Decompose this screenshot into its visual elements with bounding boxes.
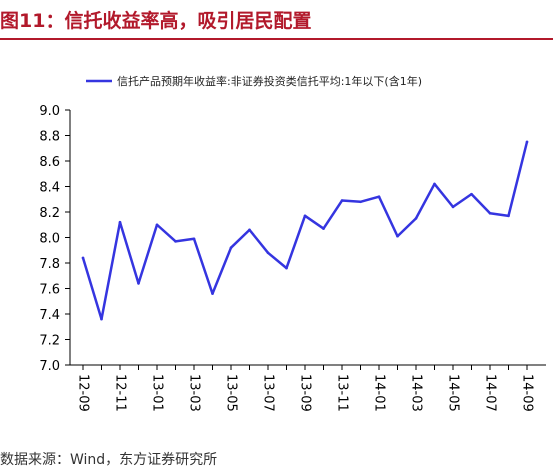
x-tick-label: 13-07 xyxy=(261,374,276,412)
series-line xyxy=(81,140,529,321)
title-divider xyxy=(0,38,553,40)
y-tick-label: 7.6 xyxy=(39,283,60,298)
data-point xyxy=(155,223,159,227)
x-tick-label: 14-07 xyxy=(483,374,498,412)
plot-area xyxy=(81,140,529,321)
data-point xyxy=(488,211,492,215)
x-tick-label: 13-05 xyxy=(224,374,239,412)
data-point xyxy=(433,182,436,186)
y-tick-label: 7.4 xyxy=(39,308,60,323)
x-tick-label: 13-11 xyxy=(335,374,350,412)
axes: 9.0 8.8 8.6 8.4 8.2 8.0 7.8 7.6 7.4 7.2 7.0 12-09 12… xyxy=(39,104,546,412)
x-tick-label: 14-09 xyxy=(520,374,535,412)
data-point xyxy=(322,227,325,230)
x-tick-label: 13-01 xyxy=(150,374,165,412)
data-point xyxy=(303,214,307,218)
figure-title: 图11：信托收益率高，吸引居民配置 xyxy=(0,10,312,32)
data-point xyxy=(525,140,529,144)
x-tick-label: 13-09 xyxy=(298,374,313,412)
y-tick-label: 8.6 xyxy=(39,155,60,170)
x-tick-label: 13-03 xyxy=(187,374,202,412)
y-tick-label: 8.2 xyxy=(39,206,60,221)
data-point xyxy=(192,237,196,241)
y-tick-label: 8.4 xyxy=(39,181,60,196)
y-tick-label: 9.0 xyxy=(39,104,60,119)
y-tick-label: 7.8 xyxy=(39,257,60,272)
x-tick-label: 12-09 xyxy=(76,374,91,412)
data-point xyxy=(414,217,418,220)
data-point xyxy=(285,266,288,270)
data-point xyxy=(377,195,381,198)
data-point xyxy=(211,292,214,295)
data-point xyxy=(340,199,344,202)
x-tick-label: 14-03 xyxy=(409,374,424,412)
data-point xyxy=(229,246,233,249)
data-point xyxy=(248,228,251,232)
legend-label: 信托产品预期年收益率:非证券投资类信托平均:1年以下(含1年) xyxy=(117,74,422,88)
y-tick-label: 8.0 xyxy=(39,232,60,247)
legend: 信托产品预期年收益率:非证券投资类信托平均:1年以下(含1年) xyxy=(86,74,422,88)
data-point xyxy=(266,251,270,255)
y-tick-label: 7.0 xyxy=(39,359,60,374)
data-point xyxy=(470,192,473,196)
data-point xyxy=(118,220,122,224)
x-tick-label: 12-11 xyxy=(113,374,128,412)
data-point xyxy=(396,234,399,238)
data-point xyxy=(359,200,362,204)
source-note: 数据来源：Wind，东方证券研究所 xyxy=(0,452,218,468)
y-tick-label: 7.2 xyxy=(39,334,60,349)
y-tick-label: 8.8 xyxy=(39,130,60,145)
data-point xyxy=(81,256,85,260)
x-tick-label: 14-01 xyxy=(372,374,387,412)
data-point xyxy=(507,214,510,218)
data-point xyxy=(100,317,103,321)
data-point xyxy=(451,205,455,209)
x-tick-label: 14-05 xyxy=(446,374,461,412)
data-point xyxy=(137,282,140,285)
data-point xyxy=(174,240,177,243)
